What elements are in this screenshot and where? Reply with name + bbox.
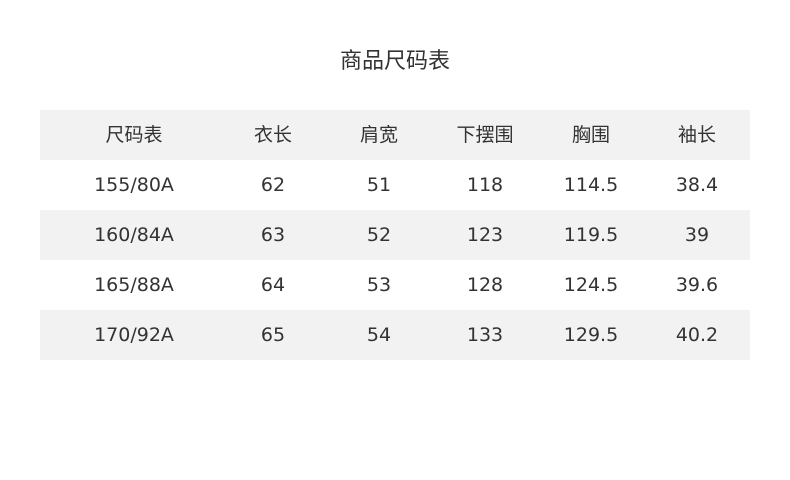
table-row: 170/92A 65 54 133 129.5 40.2	[40, 310, 750, 360]
table-cell: 118	[466, 174, 504, 196]
header-cell-sleeve: 袖长	[677, 124, 716, 146]
table-cell: 39.6	[675, 274, 719, 296]
table-cell: 123	[466, 224, 504, 246]
table-cell: 165/88A	[94, 274, 174, 296]
table-cell: 155/80A	[94, 174, 174, 196]
table-cell: 64	[260, 274, 286, 296]
header-cell-size: 尺码表	[105, 124, 163, 146]
table-cell: 124.5	[563, 274, 619, 296]
table-cell: 128	[466, 274, 504, 296]
table-cell: 40.2	[675, 324, 719, 346]
table-header-row: 尺码表 衣长 肩宽 下摆围 胸围 袖长	[40, 110, 750, 160]
table-cell: 51	[366, 174, 392, 196]
table-cell: 133	[466, 324, 504, 346]
table-row: 155/80A 62 51 118 114.5 38.4	[40, 160, 750, 210]
table-cell: 170/92A	[94, 324, 174, 346]
table-cell: 65	[260, 324, 286, 346]
table-cell: 52	[366, 224, 392, 246]
table-cell: 129.5	[563, 324, 619, 346]
header-cell-chest: 胸围	[571, 124, 610, 146]
table-cell: 38.4	[675, 174, 719, 196]
header-cell-hem: 下摆围	[456, 124, 514, 146]
table-cell: 39	[684, 224, 710, 246]
table-cell: 119.5	[563, 224, 619, 246]
table-cell: 63	[260, 224, 286, 246]
page-title: 商品尺码表	[339, 49, 450, 74]
table-row: 160/84A 63 52 123 119.5 39	[40, 210, 750, 260]
header-cell-length: 衣长	[253, 124, 292, 146]
table-cell: 53	[366, 274, 392, 296]
table-cell: 54	[366, 324, 392, 346]
table-cell: 62	[260, 174, 286, 196]
header-cell-shoulder: 肩宽	[359, 124, 398, 146]
table-cell: 114.5	[563, 174, 619, 196]
table-row: 165/88A 64 53 128 124.5 39.6	[40, 260, 750, 310]
size-chart-table: 尺码表 衣长 肩宽 下摆围 胸围 袖长 155/80A 62 51 118 11…	[40, 110, 750, 360]
table-cell: 160/84A	[94, 224, 174, 246]
